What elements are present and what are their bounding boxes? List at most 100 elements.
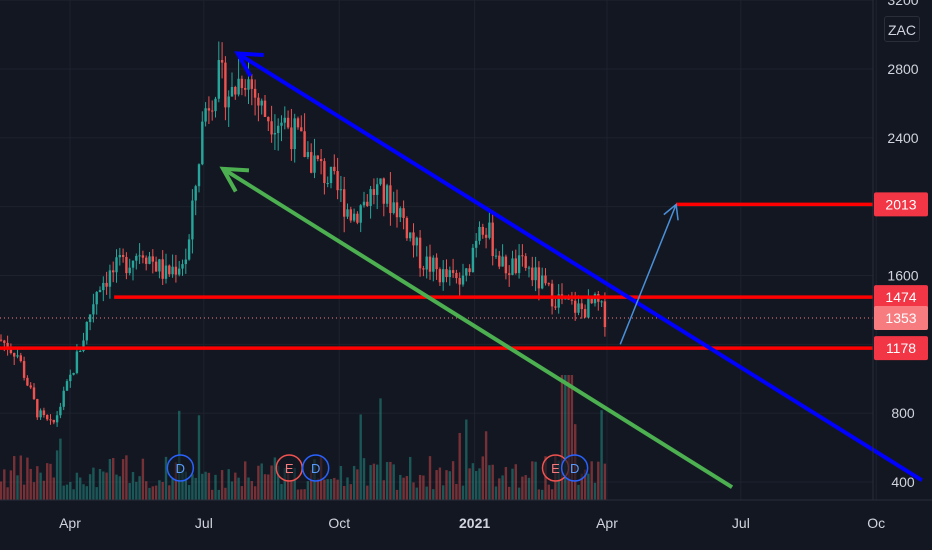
volume-bar (227, 469, 230, 500)
candle-body (412, 232, 415, 246)
candle-body (194, 186, 197, 201)
candle-body (115, 257, 118, 273)
candle-body (577, 303, 580, 313)
candle-body (333, 166, 336, 172)
time-axis[interactable]: Apr Jul Oct 2021 Apr Jul Oc (59, 515, 885, 531)
candle-body (52, 419, 55, 423)
candle-body (95, 291, 98, 305)
volume-bar (237, 477, 240, 500)
candle-body (164, 265, 168, 279)
volume-bar (399, 474, 402, 500)
volume-bar (564, 375, 567, 500)
candle-body (574, 300, 577, 313)
arrow-trend-line[interactable] (619, 204, 677, 345)
candle-body (49, 419, 52, 421)
volume-bar (385, 462, 389, 500)
volume-bar (234, 472, 237, 500)
candle-body (88, 314, 92, 323)
volume-bar (49, 463, 52, 500)
dividend-marker[interactable] (166, 454, 195, 482)
candle-body (511, 258, 514, 275)
volume-bar (13, 456, 16, 500)
volume-bar (372, 463, 376, 500)
candle-body (524, 256, 527, 268)
volume-bar (290, 481, 293, 500)
x-tick-label: Apr (596, 515, 618, 531)
candle-body (286, 117, 290, 128)
candle-body (121, 254, 125, 257)
volume-bar (580, 473, 583, 500)
candle-body (382, 178, 385, 204)
volume-bar (593, 482, 597, 500)
volume-bar (455, 483, 458, 500)
volume-bar (171, 477, 174, 500)
candle-body (425, 256, 428, 270)
trend-lines (219, 51, 923, 489)
candle-body (544, 275, 547, 284)
volume-bar (435, 470, 438, 500)
candle-body (184, 259, 187, 265)
candle-body (92, 304, 95, 315)
dividend-marker[interactable] (560, 454, 589, 482)
candle-body (141, 255, 145, 258)
price-tag (874, 285, 928, 310)
candle-body (366, 201, 369, 206)
candle-body (145, 257, 148, 264)
volume-bar (102, 471, 105, 500)
volume-bar (418, 474, 422, 500)
volume-bar (36, 466, 39, 500)
candle-body (201, 121, 204, 165)
volume-bar (224, 487, 227, 500)
symbol-label[interactable]: ZAC (884, 16, 920, 42)
candle-body (62, 390, 65, 407)
candle-body (148, 256, 151, 264)
candle-body (204, 108, 207, 122)
volume-bar (369, 465, 372, 500)
volume-bar (491, 464, 494, 500)
candle-body (6, 342, 9, 350)
volume-bar (125, 455, 128, 500)
volume-bar (445, 470, 448, 500)
volume-bar (329, 478, 333, 500)
candle-body (501, 256, 504, 267)
volume-bar (382, 480, 385, 500)
volume-bar (85, 486, 88, 500)
candle-body (372, 189, 376, 195)
volume-bar (310, 470, 313, 500)
volume-bar (349, 484, 352, 500)
dividend-marker[interactable] (301, 454, 330, 482)
volume-bar (603, 463, 607, 500)
volume-bar (475, 470, 478, 500)
volume-bar (260, 463, 263, 500)
marker-label: D (570, 461, 579, 476)
candle-body (310, 152, 313, 173)
volume-bar (484, 431, 488, 500)
candle-body (385, 185, 389, 204)
candle-body (277, 125, 280, 134)
candle-body (36, 399, 39, 418)
volume-bar (333, 477, 336, 500)
candle-body (356, 213, 359, 223)
candle-body (471, 247, 475, 273)
candle-body (105, 282, 108, 287)
green-trend-line[interactable] (221, 167, 734, 489)
candle-body (300, 127, 303, 132)
y-tick-label: 400 (891, 474, 915, 490)
volume-bar (201, 473, 204, 500)
volume-bar (336, 479, 339, 500)
candle-body (42, 410, 46, 416)
chart-grid (0, 0, 877, 500)
candle-body (168, 265, 171, 275)
volume-bar (517, 487, 521, 500)
candle-body (468, 268, 471, 273)
blue-trend-line[interactable] (236, 51, 923, 482)
candle-body (392, 202, 395, 214)
volume-bar (39, 472, 42, 500)
candle-body (475, 240, 478, 248)
candle-body (346, 209, 349, 217)
volume-bar (527, 477, 531, 500)
volume-bar (55, 450, 59, 500)
price-axis[interactable]: 400800120016002000240028003200 (887, 0, 918, 490)
candle-body (125, 256, 128, 274)
